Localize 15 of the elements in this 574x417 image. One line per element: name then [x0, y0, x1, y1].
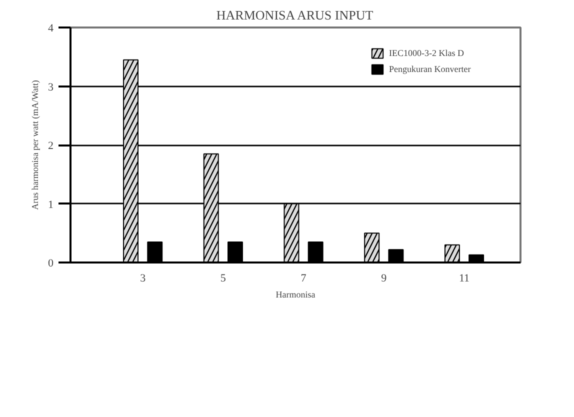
x-tick-label: 7	[300, 272, 307, 284]
x-tick-label: 5	[220, 272, 226, 284]
legend-label: IEC1000-3-2 Klas D	[389, 48, 464, 58]
y-axis-title: Arus harmonisa per watt (mA/Watt)	[30, 80, 40, 210]
x-axis-title: Harmonisa	[276, 290, 316, 300]
x-tick-label: 9	[381, 272, 388, 284]
y-tick-label: 3	[48, 81, 54, 94]
y-tick-label: 0	[48, 258, 54, 270]
chart-title: HARMONISA ARUS INPUT	[216, 8, 374, 22]
y-tick-label: 4	[48, 22, 54, 34]
x-tick-label: 11	[458, 272, 470, 284]
y-tick-label: 2	[48, 140, 54, 152]
legend-label: Pengukuran Konverter	[389, 64, 471, 74]
x-tick-label: 3	[140, 272, 146, 284]
y-tick-label: 1	[48, 198, 54, 211]
